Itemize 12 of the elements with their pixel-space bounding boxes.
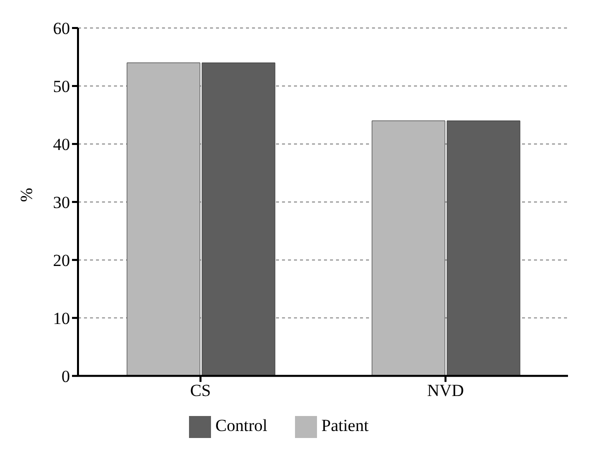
y-tick-label: 30 xyxy=(53,192,70,212)
y-tick-label: 20 xyxy=(53,250,70,270)
y-tick-label: 60 xyxy=(53,19,70,38)
y-axis-title: % xyxy=(17,188,36,202)
y-tick-label: 10 xyxy=(53,308,70,328)
y-tick-label: 40 xyxy=(53,135,70,154)
y-tick-label: 0 xyxy=(62,366,70,386)
legend-label: Control xyxy=(215,416,268,435)
y-tick-label: 50 xyxy=(53,77,70,96)
x-tick-label: NVD xyxy=(427,380,464,400)
x-tick-label: CS xyxy=(190,380,211,400)
legend-label: Patient xyxy=(321,416,369,435)
